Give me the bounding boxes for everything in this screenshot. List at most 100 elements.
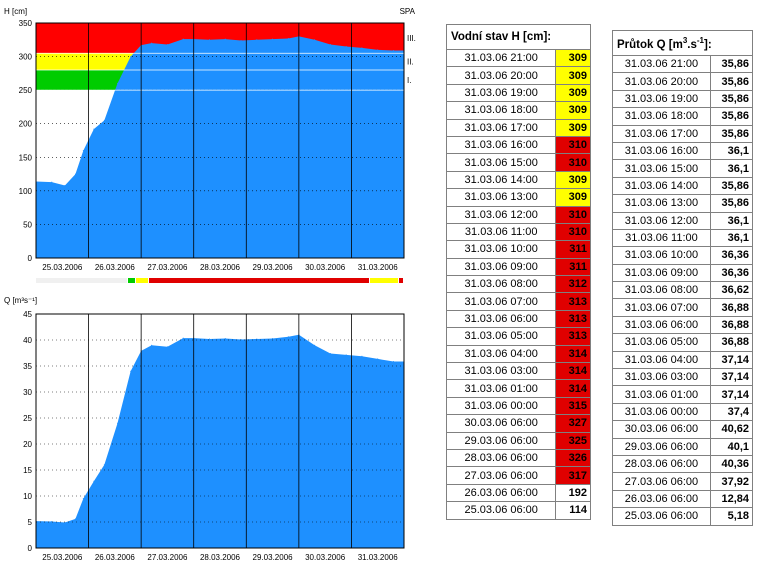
table-row: 31.03.06 06:00 313 bbox=[445, 309, 591, 329]
row-datetime: 28.03.06 06:00 bbox=[445, 448, 557, 468]
row-value: 310 bbox=[555, 153, 591, 172]
table-row: 26.03.06 06:00 192 bbox=[445, 483, 591, 503]
row-value: 309 bbox=[555, 48, 591, 68]
row-datetime: 26.03.06 06:00 bbox=[445, 483, 557, 503]
row-datetime: 27.03.06 06:00 bbox=[445, 466, 557, 485]
x-tick-label: 26.03.2006 bbox=[95, 263, 136, 272]
row-datetime: 31.03.06 09:00 bbox=[445, 257, 557, 277]
row-value: 313 bbox=[555, 292, 591, 311]
data-point bbox=[51, 181, 53, 183]
discharge-chart: 0 5 10 15 20 25 30 35 40 45 25.03.2006 26.03.2006 27… bbox=[4, 296, 405, 562]
y-tick-label: 300 bbox=[19, 53, 33, 62]
row-value: 192 bbox=[555, 483, 591, 503]
row-value: 314 bbox=[555, 344, 591, 364]
row-value: 40,36 bbox=[709, 454, 754, 474]
row-value: 35,86 bbox=[709, 54, 754, 74]
row-value: 313 bbox=[555, 309, 591, 329]
row-datetime: 30.03.06 06:00 bbox=[445, 414, 557, 433]
row-datetime: 31.03.06 13:00 bbox=[445, 188, 557, 207]
row-datetime: 31.03.06 18:00 bbox=[612, 107, 711, 126]
x-tick-label: 25.03.2006 bbox=[42, 263, 83, 272]
table-row: 31.03.06 08:00 36,62 bbox=[612, 281, 754, 300]
table-row: 31.03.06 06:00 36,88 bbox=[612, 315, 754, 335]
row-datetime: 31.03.06 00:00 bbox=[445, 396, 557, 416]
data-point bbox=[392, 50, 394, 52]
table-row: 31.03.06 19:00 35,86 bbox=[612, 89, 754, 109]
row-value: 5,18 bbox=[709, 507, 754, 526]
table-row: 31.03.06 00:00 315 bbox=[445, 396, 591, 416]
data-point bbox=[377, 49, 379, 51]
x-tick-label: 29.03.2006 bbox=[253, 553, 294, 562]
discharge-table: Průtok Q [m3.s-1]: 31.03.06 21:00 35,86 31… bbox=[612, 30, 754, 526]
data-point bbox=[392, 361, 394, 363]
row-value: 309 bbox=[555, 66, 591, 85]
row-value: 309 bbox=[555, 83, 591, 103]
table-row: 31.03.06 12:00 36,1 bbox=[612, 211, 754, 230]
discharge-table-header: Průtok Q [m3.s-1]: bbox=[612, 30, 753, 56]
row-datetime: 31.03.06 12:00 bbox=[612, 211, 711, 230]
data-point bbox=[103, 119, 105, 121]
table-row: 31.03.06 03:00 37,14 bbox=[612, 368, 754, 387]
row-value: 35,86 bbox=[709, 124, 754, 143]
x-tick-label: 27.03.2006 bbox=[147, 263, 188, 272]
row-datetime: 31.03.06 19:00 bbox=[445, 83, 557, 103]
data-point bbox=[272, 337, 274, 339]
row-value: 36,62 bbox=[709, 281, 754, 300]
table-row: 31.03.06 18:00 35,86 bbox=[612, 107, 754, 126]
table-row: 31.03.06 08:00 312 bbox=[445, 275, 591, 294]
row-value: 327 bbox=[555, 414, 591, 433]
row-datetime: 30.03.06 06:00 bbox=[612, 420, 711, 439]
row-datetime: 31.03.06 06:00 bbox=[612, 315, 711, 335]
row-datetime: 31.03.06 21:00 bbox=[445, 48, 557, 68]
water-level-table-header: Vodní stav H [cm]: bbox=[446, 24, 591, 50]
table-row: 31.03.06 19:00 309 bbox=[445, 83, 591, 103]
threshold-label: I. bbox=[407, 76, 411, 85]
data-point bbox=[287, 37, 289, 39]
table-row: 26.03.06 06:00 12,84 bbox=[612, 489, 754, 509]
table-row: 31.03.06 13:00 35,86 bbox=[612, 194, 754, 213]
row-value: 309 bbox=[555, 188, 591, 207]
severity-segment bbox=[36, 278, 128, 283]
row-datetime: 31.03.06 04:00 bbox=[612, 350, 711, 370]
data-point bbox=[345, 46, 347, 47]
table-row: 31.03.06 18:00 309 bbox=[445, 101, 591, 120]
y-tick-label: 15 bbox=[23, 466, 32, 475]
row-value: 309 bbox=[555, 118, 591, 137]
row-datetime: 31.03.06 01:00 bbox=[445, 379, 557, 398]
row-value: 40,62 bbox=[709, 420, 754, 439]
row-datetime: 31.03.06 14:00 bbox=[612, 176, 711, 196]
data-point bbox=[361, 355, 363, 357]
row-datetime: 31.03.06 08:00 bbox=[445, 275, 557, 294]
table-row: 31.03.06 00:00 37,4 bbox=[612, 402, 754, 422]
row-value: 309 bbox=[555, 170, 591, 190]
x-tick-label: 27.03.2006 bbox=[147, 553, 188, 562]
row-datetime: 31.03.06 15:00 bbox=[445, 153, 557, 172]
y-tick-label: 350 bbox=[19, 19, 33, 28]
threshold-label: III. bbox=[407, 34, 416, 43]
data-point bbox=[272, 38, 274, 40]
table-row: 31.03.06 04:00 314 bbox=[445, 344, 591, 364]
table-row: 25.03.06 06:00 114 bbox=[445, 501, 591, 520]
data-point bbox=[240, 39, 242, 41]
data-point bbox=[208, 338, 210, 340]
data-point bbox=[345, 354, 347, 356]
table-row: 31.03.06 17:00 35,86 bbox=[612, 124, 754, 143]
y-tick-label: 25 bbox=[23, 414, 32, 423]
data-point bbox=[361, 47, 363, 49]
table-row: 29.03.06 06:00 325 bbox=[445, 431, 591, 450]
table-row: 31.03.06 16:00 310 bbox=[445, 135, 591, 155]
x-tick-label: 31.03.2006 bbox=[358, 263, 399, 272]
table-row: 30.03.06 06:00 40,62 bbox=[612, 420, 754, 439]
x-tick-label: 30.03.2006 bbox=[305, 263, 346, 272]
row-datetime: 27.03.06 06:00 bbox=[612, 472, 711, 491]
row-datetime: 31.03.06 07:00 bbox=[612, 298, 711, 317]
table-row: 31.03.06 05:00 313 bbox=[445, 327, 591, 346]
data-point bbox=[82, 498, 84, 500]
row-datetime: 31.03.06 01:00 bbox=[612, 385, 711, 404]
series-area bbox=[36, 36, 404, 258]
row-datetime: 31.03.06 16:00 bbox=[445, 135, 557, 155]
y-tick-label: 40 bbox=[23, 336, 32, 345]
row-value: 12,84 bbox=[709, 489, 754, 509]
table-row: 31.03.06 20:00 35,86 bbox=[612, 72, 754, 91]
table-row: 31.03.06 16:00 36,1 bbox=[612, 141, 754, 161]
